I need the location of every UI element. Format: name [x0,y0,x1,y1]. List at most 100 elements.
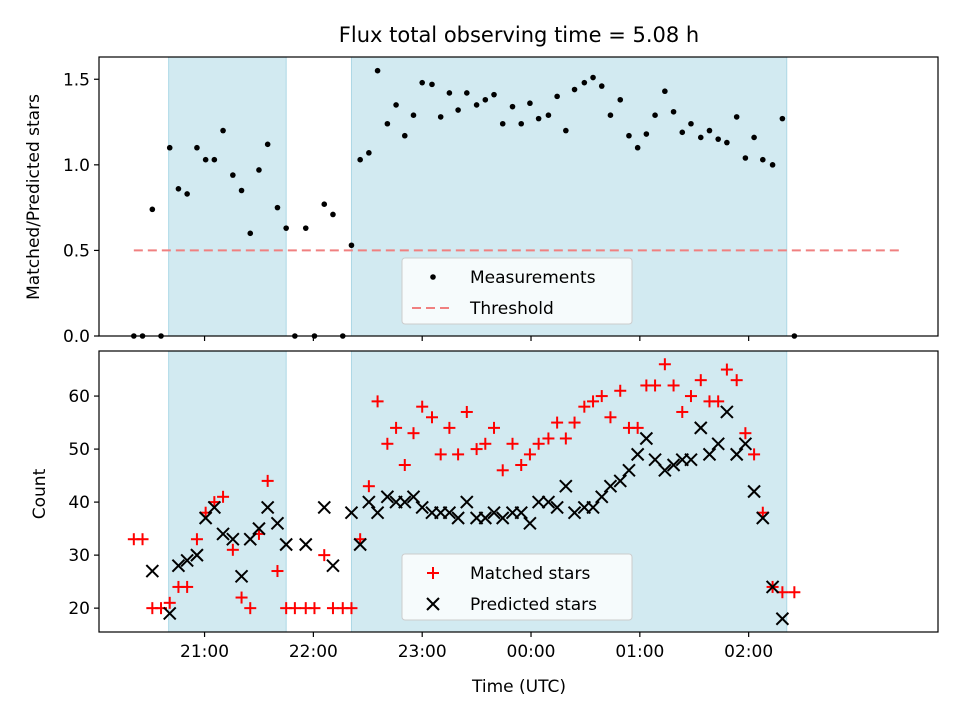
x-tick-label-0: 21:00 [180,642,229,662]
measurement-point-8 [202,156,209,163]
predicted-star-point-63 [747,484,761,499]
y-tick-label-1: 30 [68,546,90,566]
predicted-star-point-57 [694,421,708,435]
predicted-star-point-37-b [514,506,528,520]
measurement-point-60 [670,108,677,115]
measurement-point-21 [321,201,328,208]
x-tick-label-1: 22:00 [289,642,338,662]
predicted-star-point-42 [559,479,573,493]
predicted-star-point-22-b [380,490,395,504]
predicted-star-point-33-b [478,511,493,525]
predicted-star-point-7-b [216,527,230,541]
predicted-star-point-49 [622,463,636,477]
measurement-point-13 [247,230,254,237]
measurement-point-9 [211,156,218,163]
measurement-point-32 [419,79,425,86]
predicted-star-point-62-b [738,437,753,451]
matched-star-point-6 [181,580,194,593]
measurement-point-65 [715,136,721,142]
measurement-point-63 [697,134,704,141]
predicted-star-point-29-b [442,506,457,520]
predicted-star-point-17 [326,559,340,573]
predicted-star-point-26-b [415,500,429,515]
legend-box [401,257,633,325]
predicted-star-point-20-b [362,495,376,509]
matched-star-point-49 [568,416,581,429]
predicted-star-point-19-b [353,537,367,552]
matched-star-point-68 [739,427,752,440]
predicted-star-point-41 [550,500,564,515]
measurement-point-10 [220,127,226,134]
predicted-star-point-25-b [406,490,421,504]
measurement-point-29 [393,102,399,108]
predicted-star-point-1 [163,606,177,621]
measurement-point-19 [302,225,309,231]
matched-star-point-21 [318,549,331,562]
predicted-star-point-20 [362,495,376,509]
measurement-point-37 [464,90,470,96]
predicted-star-point-8-b [226,532,240,546]
y-tick-label-1: 0.5 [63,241,90,261]
predicted-star-point-8 [226,532,240,546]
predicted-star-point-15-b [299,537,313,552]
count-points [127,358,801,626]
predicted-star-point-46 [595,490,609,504]
measurement-point-70 [760,156,766,163]
predicted-star-point-50-b [630,447,645,462]
matched-star-point-65 [712,395,725,408]
measurement-point-42 [509,103,516,110]
predicted-star-point-11 [252,521,266,536]
legend-label-1: Predicted stars [470,595,597,615]
predicted-star-point-33 [478,511,493,525]
matched-star-point-24 [345,602,358,615]
predicted-star-point-66-b [775,612,790,626]
matched-star-point-29 [390,421,403,434]
measurement-point-38 [473,102,480,108]
predicted-star-point-17-b [326,559,340,573]
predicted-star-point-38-b [523,516,537,531]
measurement-point-30 [401,132,408,139]
matched-star-point-47 [551,416,564,429]
predicted-star-point-9-b [234,569,249,584]
matched-star-point-66 [720,363,733,376]
predicted-star-point-40 [541,495,556,509]
predicted-star-point-43 [567,506,582,520]
predicted-star-point-61-b [729,447,744,462]
measurement-point-58 [652,112,658,118]
matched-star-point-32 [416,400,429,413]
y-tick-label-3: 1.5 [63,70,90,90]
predicted-star-point-37 [514,506,528,520]
predicted-star-point-48-b [613,474,627,488]
predicted-star-point-59 [711,437,725,451]
measurement-point-72 [779,115,786,122]
matched-star-point-53 [604,411,617,424]
legend-swatch-1 [426,597,440,611]
x-tick-label-3: 00:00 [507,642,556,662]
matched-star-point-7 [190,533,203,546]
measurement-point-41 [499,120,506,127]
predicted-star-point-38 [523,516,537,531]
measurement-points [131,67,798,339]
predicted-star-point-12-b [260,500,275,515]
predicted-star-point-49-b [622,463,636,477]
measurement-point-51 [590,74,596,81]
predicted-star-point-1-b [163,606,177,621]
measurement-point-68 [742,155,749,161]
bottom-panel: 20 30 40 50 60 21:00 22:00 23:00 00:00 01:00 02:0… [30,350,939,697]
measurement-point-17 [283,225,289,231]
measurement-point-28 [384,120,391,127]
y-tick-label-2: 1.0 [63,156,90,176]
y-tick-label-3: 50 [68,440,90,460]
measurement-point-36 [455,107,461,113]
matched-star-point-44 [523,448,536,461]
measurement-point-61 [679,129,686,136]
matched-star-point-12 [235,591,248,604]
x-tick-label-2: 23:00 [398,642,447,662]
bottom-y-axis: 20 30 40 50 60 [68,387,99,619]
predicted-star-point-15 [299,537,313,552]
predicted-star-point-13 [270,516,285,531]
measurement-point-35 [446,90,453,96]
matched-star-point-26 [362,480,375,493]
top-plot-frame [98,56,939,337]
matched-star-point-51 [587,395,600,408]
